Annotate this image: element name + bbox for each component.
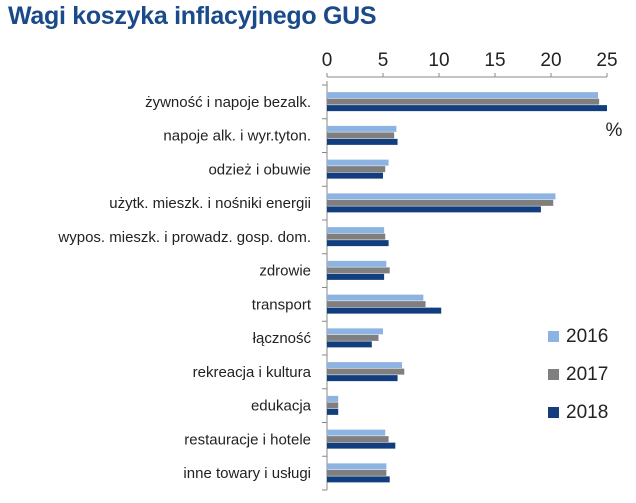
bar-2017 bbox=[327, 98, 600, 105]
bar-2016 bbox=[327, 395, 339, 402]
category-label: edukacja bbox=[251, 398, 312, 415]
legend-label: 2018 bbox=[566, 402, 608, 423]
bar-2018 bbox=[327, 206, 541, 213]
bar-2016 bbox=[327, 193, 556, 200]
bar-2017 bbox=[327, 368, 405, 375]
bar-2016 bbox=[327, 429, 386, 436]
bar-2018 bbox=[327, 408, 339, 415]
bar-2016 bbox=[327, 92, 599, 99]
unit-label: % bbox=[606, 120, 623, 141]
bar-2016 bbox=[327, 227, 385, 234]
legend-label: 2017 bbox=[566, 364, 608, 385]
bar-2018 bbox=[327, 138, 398, 145]
bar-2018 bbox=[327, 172, 383, 179]
bar-2018 bbox=[327, 341, 372, 348]
bar-2017 bbox=[327, 166, 386, 173]
category-label: łączność bbox=[253, 330, 312, 347]
category-label: żywność i napoje bezalk. bbox=[145, 94, 311, 111]
x-tick-label: 15 bbox=[484, 50, 505, 71]
x-tick-label: 25 bbox=[596, 50, 617, 71]
bar-2017 bbox=[327, 469, 387, 476]
bar-2016 bbox=[327, 159, 389, 166]
x-tick-label: 10 bbox=[428, 50, 449, 71]
legend: 2016 2017 2018 bbox=[548, 326, 608, 423]
category-labels: żywność i napoje bezalk. napoje alk. i wy… bbox=[57, 94, 311, 482]
bar-2017 bbox=[327, 402, 339, 409]
bar-2018 bbox=[327, 442, 396, 449]
bar-2018 bbox=[327, 105, 607, 112]
bar-2017 bbox=[327, 233, 386, 240]
category-label: inne towary i usługi bbox=[183, 465, 311, 482]
bar-2016 bbox=[327, 294, 424, 301]
bar-2017 bbox=[327, 132, 395, 139]
bar-2017 bbox=[327, 199, 554, 206]
legend-swatch bbox=[548, 369, 559, 380]
category-label: użytk. mieszk. i nośniki energii bbox=[109, 195, 311, 212]
bar-2016 bbox=[327, 463, 387, 470]
bar-2018 bbox=[327, 476, 390, 483]
bar-2016 bbox=[327, 260, 387, 267]
bar-2017 bbox=[327, 436, 389, 443]
bar-2018 bbox=[327, 273, 385, 280]
category-label: zdrowie bbox=[259, 263, 311, 280]
bar-2018 bbox=[327, 240, 389, 247]
bar-2017 bbox=[327, 301, 426, 308]
bar-2017 bbox=[327, 334, 379, 341]
category-label: rekreacja i kultura bbox=[193, 364, 312, 381]
bar-2016 bbox=[327, 125, 397, 132]
chart-title: Wagi koszyka inflacyjnego GUS bbox=[8, 2, 377, 30]
bars bbox=[327, 92, 607, 483]
bar-2016 bbox=[327, 328, 383, 335]
x-tick-label: 0 bbox=[322, 50, 333, 71]
category-label: odzież i obuwie bbox=[208, 161, 311, 178]
legend-swatch bbox=[548, 331, 559, 342]
legend-swatch bbox=[548, 407, 559, 418]
bar-2017 bbox=[327, 267, 390, 274]
category-label: wypos. mieszk. i prowadz. gosp. dom. bbox=[57, 229, 311, 246]
x-axis: 0 5 10 15 20 25% bbox=[322, 50, 623, 491]
x-tick-label: 20 bbox=[540, 50, 561, 71]
category-label: transport bbox=[252, 296, 312, 313]
legend-label: 2016 bbox=[566, 326, 608, 347]
x-tick-label: 5 bbox=[378, 50, 389, 71]
category-label: restauracje i hotele bbox=[184, 431, 311, 448]
category-label: napoje alk. i wyr.tyton. bbox=[163, 128, 311, 145]
bar-2018 bbox=[327, 375, 398, 382]
bar-2016 bbox=[327, 362, 403, 369]
bar-2018 bbox=[327, 307, 442, 314]
